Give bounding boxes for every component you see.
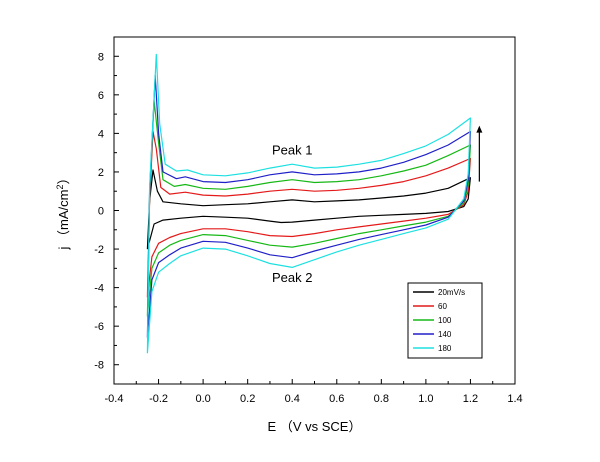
legend-label-0: 20mV/s [438, 288, 465, 297]
x-tick-label: -0.4 [105, 393, 124, 405]
series-line-1 [146, 130, 471, 298]
y-tick-label: -2 [94, 244, 104, 256]
x-tick-label: -0.2 [149, 393, 168, 405]
y-axis-label-sup: 2 [55, 185, 65, 190]
x-tick-label: 1.4 [507, 393, 522, 405]
series-line-0 [146, 169, 471, 250]
y-tick-label: 2 [98, 167, 104, 179]
axis-ticks: -0.4 -0.2 0.0 0.2 0.4 0.6 0.8 1.0 1.2 1.4 -8 -6 -4 -2… [94, 36, 523, 405]
y-axis-label-main: j （mA/cm [56, 190, 71, 251]
x-tick-label: 0.4 [285, 393, 300, 405]
y-tick-label: -4 [94, 283, 104, 295]
x-tick-label: 0.8 [374, 393, 389, 405]
x-tick-label: 1.0 [418, 393, 433, 405]
x-tick-label: 0.6 [329, 393, 344, 405]
y-axis-label-close: ） [56, 172, 71, 185]
y-tick-label: 8 [98, 51, 104, 63]
series-line-4 [146, 53, 471, 354]
x-tick-label: 0.2 [240, 393, 255, 405]
legend-label-2: 100 [438, 316, 452, 325]
legend: 20mV/s 60 100 140 180 [407, 282, 483, 359]
annotations: Peak 1 Peak 2 [272, 125, 483, 285]
y-tick-label: 0 [98, 206, 104, 218]
y-tick-label: -6 [94, 321, 104, 333]
x-tick-label: 0.0 [195, 393, 210, 405]
y-tick-label: -8 [94, 360, 104, 372]
legend-label-3: 140 [438, 330, 452, 339]
y-tick-label: 6 [98, 90, 104, 102]
peak-label-1: Peak 1 [272, 143, 312, 158]
x-axis-label: E （V vs SCE） [268, 419, 362, 434]
legend-label-4: 180 [438, 344, 452, 353]
y-tick-label: 4 [98, 128, 104, 140]
series-line-2 [146, 100, 471, 317]
y-axis-label: j （mA/cm2） [55, 172, 71, 251]
x-tick-label: 1.2 [463, 393, 478, 405]
peak-label-2: Peak 2 [272, 270, 312, 285]
legend-label-1: 60 [438, 302, 447, 311]
series-layer [146, 53, 471, 354]
scan-rate-arrow-head [476, 125, 483, 133]
